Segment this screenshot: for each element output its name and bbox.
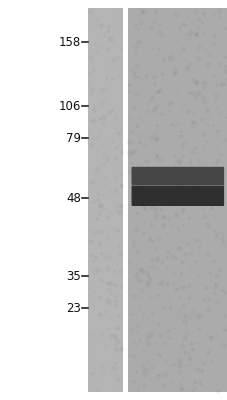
Text: 158: 158 — [58, 36, 81, 48]
Text: 106: 106 — [58, 100, 81, 112]
FancyBboxPatch shape — [131, 186, 223, 206]
Bar — [87, 8, 123, 392]
Text: 35: 35 — [66, 270, 81, 282]
Bar — [127, 8, 227, 392]
Bar — [123, 8, 127, 392]
FancyBboxPatch shape — [131, 167, 223, 185]
Text: 79: 79 — [66, 132, 81, 144]
Text: 23: 23 — [66, 302, 81, 314]
Text: 48: 48 — [66, 192, 81, 204]
